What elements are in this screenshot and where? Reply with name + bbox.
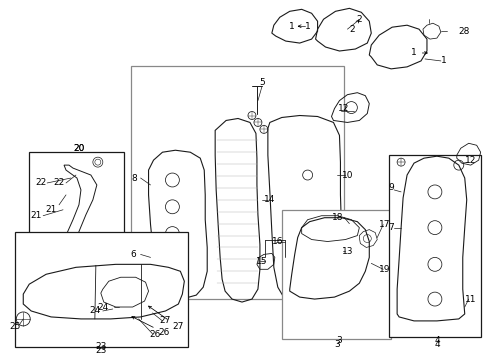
Text: 11: 11: [464, 294, 475, 303]
Text: 24: 24: [89, 306, 101, 315]
Text: 19: 19: [379, 265, 390, 274]
Bar: [130, 66, 344, 299]
Text: 28: 28: [458, 27, 469, 36]
Text: 16: 16: [271, 237, 283, 246]
Text: 21: 21: [45, 205, 57, 214]
Text: 23: 23: [95, 346, 106, 355]
Text: 17: 17: [379, 220, 390, 229]
Text: 26: 26: [149, 330, 161, 339]
Text: 5: 5: [259, 78, 264, 87]
Bar: [15, 231, 188, 347]
Text: 6: 6: [130, 250, 136, 259]
Text: 22: 22: [36, 179, 47, 188]
Text: 2: 2: [356, 15, 362, 24]
Text: 3: 3: [336, 336, 342, 345]
Text: 4: 4: [433, 336, 439, 345]
Bar: [388, 155, 480, 337]
Text: 9: 9: [387, 184, 393, 193]
Text: 20: 20: [73, 144, 84, 153]
Text: 27: 27: [160, 316, 171, 325]
Text: 1: 1: [410, 49, 427, 58]
Text: 1: 1: [440, 57, 446, 66]
Text: 1: 1: [298, 22, 310, 31]
Text: 22: 22: [53, 179, 64, 188]
Text: 26: 26: [132, 316, 169, 337]
Text: 25: 25: [10, 322, 21, 331]
Text: 2: 2: [349, 19, 358, 34]
Text: 24: 24: [97, 302, 108, 311]
Bar: [281, 210, 390, 339]
Text: 7: 7: [387, 223, 393, 232]
Text: 20: 20: [73, 144, 84, 153]
Text: 1: 1: [288, 22, 294, 31]
Text: 18: 18: [331, 213, 343, 222]
Text: 14: 14: [264, 195, 275, 204]
Text: 27: 27: [148, 306, 183, 331]
Text: 10: 10: [341, 171, 352, 180]
Text: 12: 12: [464, 156, 475, 165]
Text: 23: 23: [95, 342, 106, 351]
Bar: [29, 152, 123, 299]
Text: 13: 13: [341, 247, 352, 256]
Text: 4: 4: [433, 340, 439, 349]
Text: 21: 21: [30, 211, 42, 220]
Text: 8: 8: [131, 174, 137, 183]
Text: 15: 15: [256, 257, 267, 266]
Text: 12: 12: [337, 104, 348, 113]
Text: 3: 3: [334, 340, 340, 349]
